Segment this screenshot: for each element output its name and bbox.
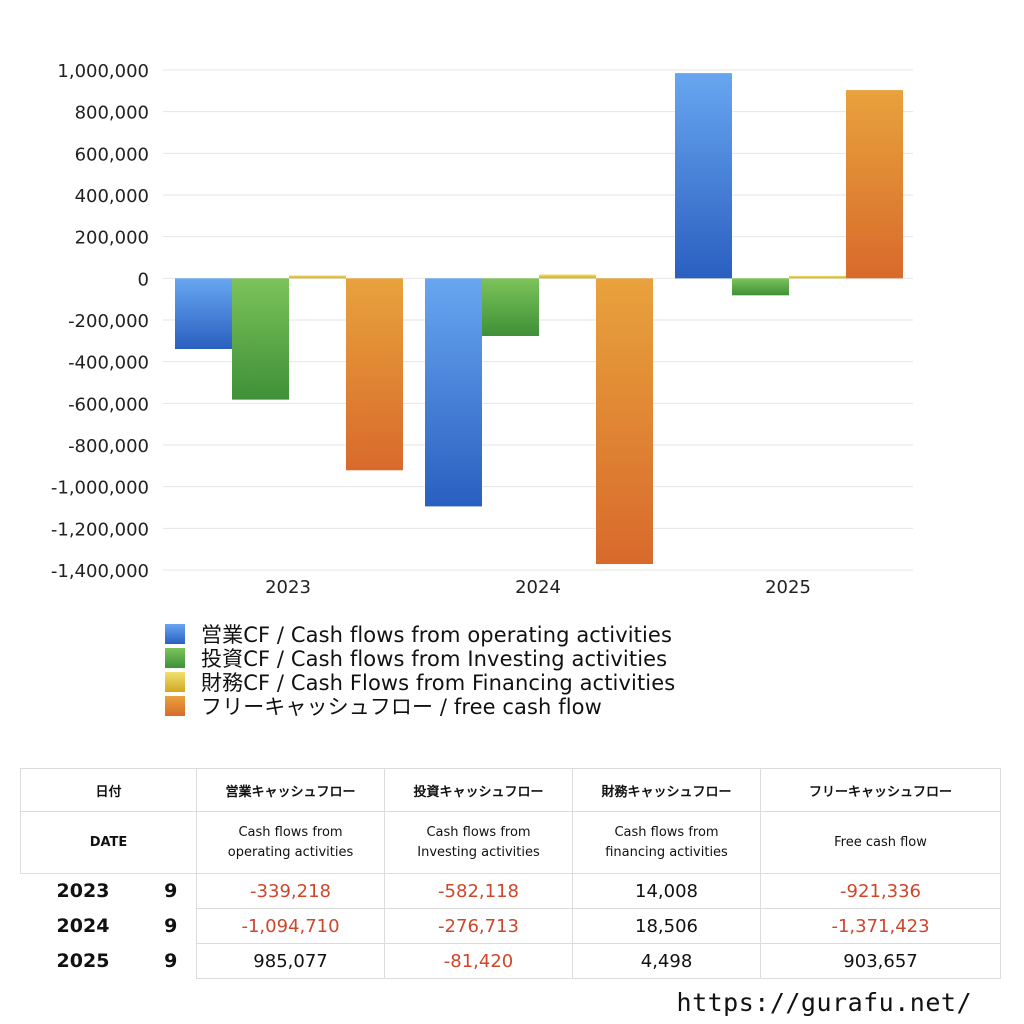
- bar-2024-series-2: [482, 278, 539, 336]
- legend-label-free-cash-flow: フリーキャッシュフロー / free cash flow: [201, 695, 602, 719]
- legend-swatch-financing: [165, 672, 185, 692]
- legend-item-operating: 営業CF / Cash flows from operating activit…: [165, 622, 675, 647]
- legend-swatch-operating: [165, 624, 185, 644]
- header-operating-en: Cash flows from operating activities: [196, 811, 386, 874]
- x-axis-labels: 2023 2024 2025: [265, 577, 811, 598]
- header-investing-jp: 投資キャッシュフロー: [384, 768, 574, 812]
- bar-2023-series-3: [289, 275, 346, 279]
- table-row: 2024 9 -1,094,710 -276,713 18,506 -1,371…: [21, 908, 1002, 944]
- legend-swatch-investing: [165, 648, 185, 668]
- cell-financing: 14,008: [572, 873, 762, 909]
- y-tick-label: 600,000: [75, 144, 149, 165]
- header-date-en: DATE: [19, 811, 198, 874]
- cell-operating: -339,218: [196, 873, 386, 909]
- legend-item-financing: 財務CF / Cash Flows from Financing activit…: [165, 670, 676, 695]
- header-financing-en-text: Cash flows from financing activities: [605, 824, 728, 860]
- bar-2025-series-3: [789, 275, 846, 279]
- cell-operating: -1,094,710: [196, 908, 386, 944]
- x-tick-label: 2023: [265, 577, 311, 598]
- cell-investing: -582,118: [384, 873, 574, 909]
- cell-financing: 4,498: [572, 943, 762, 979]
- legend-item-investing: 投資CF / Cash flows from Investing activit…: [165, 646, 675, 671]
- bar-2024-series-1: [425, 278, 482, 507]
- bar-chart: 1,000,000 800,000 600,000 400,000 200,000 0 -2…: [51, 61, 913, 598]
- y-tick-label: 1,000,000: [57, 61, 149, 82]
- table-row: 2025 9 985,077 -81,420 4,498 903,657: [21, 943, 1002, 979]
- y-tick-label: -1,400,000: [51, 561, 149, 582]
- bar-2023-series-4: [346, 278, 403, 471]
- bar-2024-series-4: [596, 278, 653, 565]
- header-date-jp: 日付: [19, 768, 198, 812]
- y-tick-label: -600,000: [68, 394, 149, 415]
- site-url[interactable]: https://gurafu.net/: [676, 988, 972, 1017]
- table-header-row-en: DATE Cash flows from operating activitie…: [19, 811, 1002, 874]
- legend-label-financing: 財務CF / Cash Flows from Financing activit…: [201, 671, 676, 695]
- cell-free-cash-flow: -921,336: [760, 873, 1002, 909]
- x-tick-label: 2024: [515, 577, 561, 598]
- row-month: 9: [164, 880, 178, 903]
- header-operating-jp: 営業キャッシュフロー: [196, 768, 386, 812]
- header-investing-en: Cash flows from Investing activities: [384, 811, 574, 874]
- y-tick-label: 0: [138, 269, 149, 290]
- table-row: 2023 9 -339,218 -582,118 14,008 -921,336: [21, 873, 1002, 909]
- cell-investing: -81,420: [384, 943, 574, 979]
- bar-2025-series-1: [675, 73, 732, 279]
- header-financing-en: Cash flows from financing activities: [572, 811, 762, 874]
- bar-2025-series-4: [846, 90, 903, 279]
- legend-item-free-cash-flow: フリーキャッシュフロー / free cash flow: [165, 694, 675, 719]
- header-free-cash-flow-jp: フリーキャッシュフロー: [760, 768, 1002, 812]
- legend: 営業CF / Cash flows from operating activit…: [165, 622, 676, 719]
- cell-free-cash-flow: -1,371,423: [760, 908, 1002, 944]
- table-header-row-jp: 日付 営業キャッシュフロー 投資キャッシュフロー 財務キャッシュフロー フリーキ…: [19, 768, 1002, 812]
- cell-free-cash-flow: 903,657: [760, 943, 1002, 979]
- cell-investing: -276,713: [384, 908, 574, 944]
- row-year: 2023: [56, 880, 110, 903]
- row-month: 9: [164, 950, 178, 972]
- y-tick-label: -400,000: [68, 353, 149, 374]
- cash-flow-table: 日付 営業キャッシュフロー 投資キャッシュフロー 財務キャッシュフロー フリーキ…: [19, 768, 1002, 979]
- row-month: 9: [164, 915, 178, 937]
- legend-swatch-free-cash-flow: [165, 696, 185, 716]
- y-tick-label: 400,000: [75, 186, 149, 207]
- legend-label-investing: 投資CF / Cash flows from Investing activit…: [201, 647, 668, 671]
- header-financing-jp: 財務キャッシュフロー: [572, 768, 762, 812]
- bar-2023-series-2: [232, 278, 289, 400]
- y-tick-label: -1,200,000: [51, 519, 149, 540]
- header-operating-en-text: Cash flows from operating activities: [227, 824, 354, 860]
- y-tick-label: -800,000: [68, 436, 149, 457]
- bar-2023-series-1: [175, 278, 232, 350]
- header-investing-en-text: Cash flows from Investing activities: [417, 824, 540, 860]
- header-free-cash-flow-en: Free cash flow: [760, 811, 1002, 874]
- bars: [175, 73, 903, 565]
- y-tick-label: 200,000: [75, 228, 149, 249]
- bar-2025-series-2: [732, 278, 789, 296]
- bar-2024-series-3: [539, 274, 596, 279]
- legend-label-operating: 営業CF / Cash flows from operating activit…: [201, 623, 672, 647]
- y-axis-labels: 1,000,000 800,000 600,000 400,000 200,000 0 -2…: [51, 61, 149, 582]
- y-tick-label: 800,000: [75, 103, 149, 124]
- row-year: 2025: [56, 950, 110, 972]
- y-tick-label: -200,000: [68, 311, 149, 332]
- x-tick-label: 2025: [765, 577, 811, 598]
- cell-financing: 18,506: [572, 908, 762, 944]
- y-tick-label: -1,000,000: [51, 478, 149, 499]
- row-year: 2024: [56, 915, 110, 937]
- cell-operating: 985,077: [196, 943, 386, 979]
